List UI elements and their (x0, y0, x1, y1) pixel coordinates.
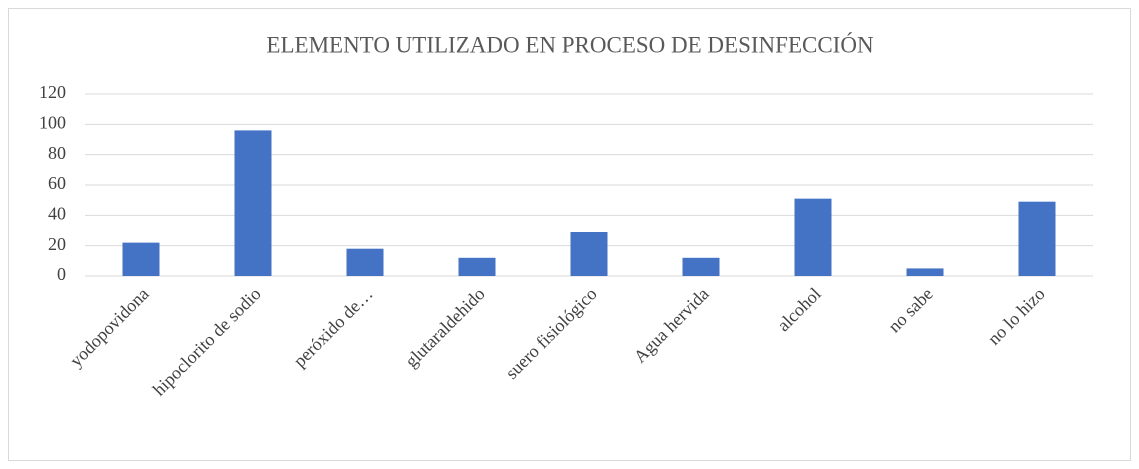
y-tick-label: 0 (57, 264, 66, 284)
y-tick-label: 60 (48, 173, 66, 193)
bar (682, 257, 720, 276)
bar (794, 198, 832, 276)
bar (234, 130, 272, 276)
y-tick-label: 40 (48, 203, 66, 223)
bar (458, 257, 496, 276)
bar (1018, 201, 1056, 276)
bar (906, 268, 944, 276)
bar (346, 248, 384, 276)
y-tick-label: 20 (48, 234, 66, 254)
bar (122, 242, 160, 276)
bar (570, 232, 608, 276)
chart-border (8, 8, 1131, 461)
chart-title: ELEMENTO UTILIZADO EN PROCESO DE DESINFE… (266, 31, 874, 57)
y-tick-label: 100 (39, 112, 66, 132)
y-tick-label: 80 (48, 143, 66, 163)
y-tick-label: 120 (39, 82, 66, 102)
